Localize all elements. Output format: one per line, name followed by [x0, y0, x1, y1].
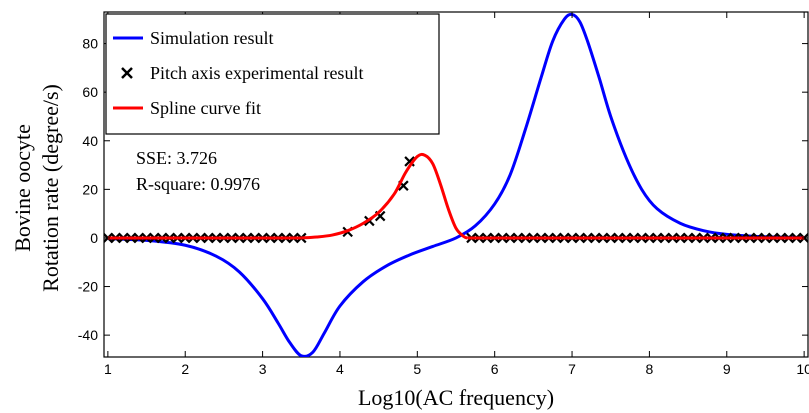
- legend-swatch-experimental: [121, 67, 133, 79]
- x-tick-label: 4: [336, 361, 344, 377]
- x-tick-label: 9: [723, 361, 731, 377]
- y-tick-label: 60: [82, 84, 98, 100]
- y-axis-title-line-1: Bovine oocyte: [10, 124, 35, 252]
- legend-label-simulation: Simulation result: [150, 28, 274, 48]
- annotation-r-square: R-square: 0.9976: [136, 174, 260, 194]
- axes-layer: 1 2 3 4 5 6 7 8 9 10 -40 -20 0 20 40 60 80: [78, 12, 809, 377]
- y-tick-label: 80: [82, 36, 98, 52]
- y-tick-label: -20: [78, 279, 98, 295]
- y-axis-title: Bovine oocyte Rotation rate (degree/s): [10, 84, 63, 292]
- x-tick-label: 8: [646, 361, 654, 377]
- series-spline-line: [301, 152, 469, 240]
- y-tick-label: -40: [78, 327, 98, 343]
- y-tick-label: 40: [82, 133, 98, 149]
- x-tick-label: 2: [181, 361, 189, 377]
- x-tick-label: 5: [413, 361, 421, 377]
- legend: Simulation result Pitch axis experimenta…: [105, 13, 440, 135]
- y-tick-label: 0: [90, 230, 98, 246]
- x-tick-label: 10: [796, 361, 809, 377]
- y-axis-title-line-2: Rotation rate (degree/s): [38, 84, 63, 292]
- annotation-sse: SSE: 3.726: [136, 148, 217, 168]
- x-axis-title: Log10(AC frequency): [358, 385, 554, 410]
- x-tick-label: 6: [491, 361, 499, 377]
- series-simulation-line: [107, 12, 805, 357]
- legend-box: [105, 13, 440, 135]
- x-tick-label: 3: [259, 361, 267, 377]
- legend-label-spline: Spline curve fit: [150, 98, 261, 118]
- x-tick-label: 7: [568, 361, 576, 377]
- x-tick-label: 1: [104, 361, 112, 377]
- series-layer: [104, 12, 808, 357]
- y-tick-label: 20: [82, 181, 98, 197]
- legend-label-experimental: Pitch axis experimental result: [150, 63, 363, 83]
